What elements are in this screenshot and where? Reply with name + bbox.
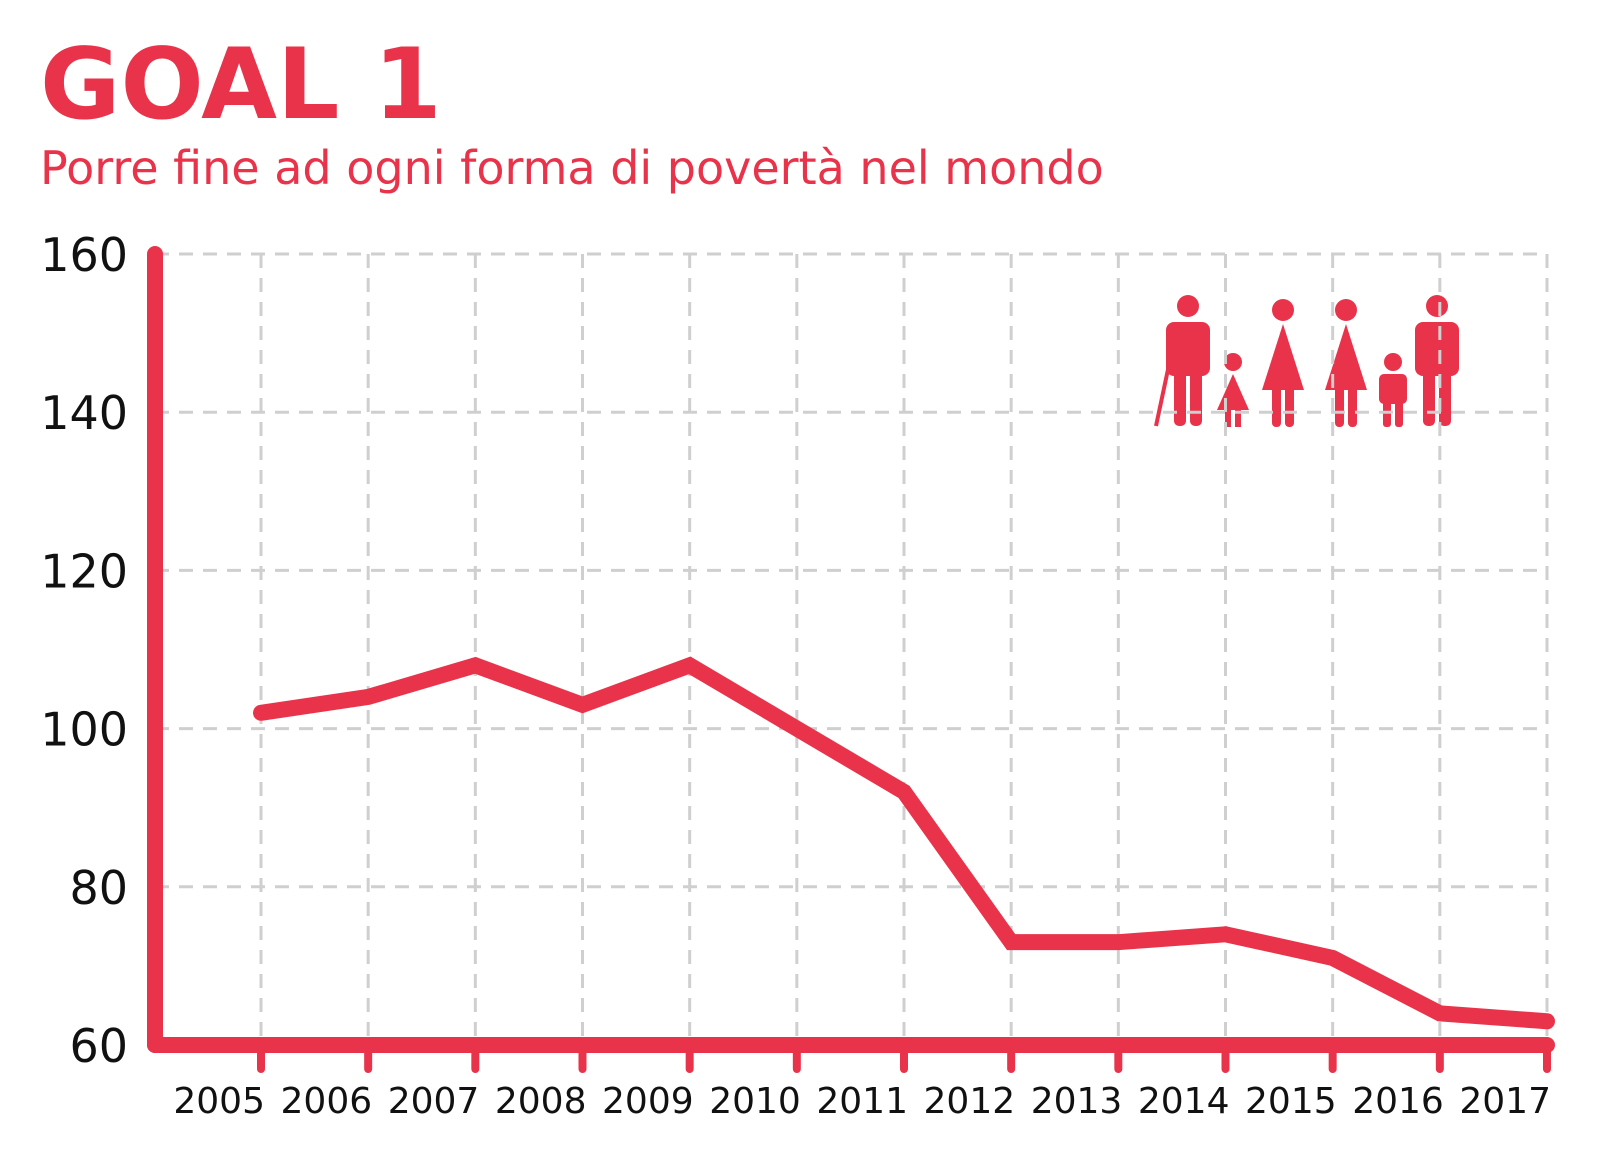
x-tick-label: 2017 — [1459, 1081, 1551, 1122]
x-tick-label: 2005 — [173, 1081, 265, 1122]
family-icon — [1154, 295, 1459, 427]
x-tick-label: 2008 — [495, 1081, 587, 1122]
y-tick-label: 160 — [40, 228, 128, 282]
x-tick-label: 2015 — [1245, 1081, 1337, 1122]
y-tick-label: 80 — [69, 861, 128, 915]
y-tick-label: 120 — [40, 544, 128, 598]
x-tick-label: 2011 — [816, 1081, 908, 1122]
x-tick-label: 2012 — [924, 1081, 1016, 1122]
x-tick-label: 2010 — [709, 1081, 801, 1122]
x-tick-label: 2016 — [1352, 1081, 1444, 1122]
y-tick-label: 140 — [40, 386, 128, 440]
chart-subtitle: Porre fine ad ogni forma di povertà nel … — [40, 141, 1104, 195]
x-tick-label: 2007 — [388, 1081, 480, 1122]
x-tick-label: 2013 — [1031, 1081, 1123, 1122]
x-tick-label: 2009 — [602, 1081, 694, 1122]
y-tick-label: 60 — [69, 1019, 128, 1073]
data-line — [253, 656, 1555, 1030]
y-tick-label: 100 — [40, 703, 128, 757]
chart-title: GOAL 1 — [40, 28, 442, 142]
x-tick-label: 2006 — [281, 1081, 373, 1122]
x-tick-label: 2014 — [1138, 1081, 1230, 1122]
